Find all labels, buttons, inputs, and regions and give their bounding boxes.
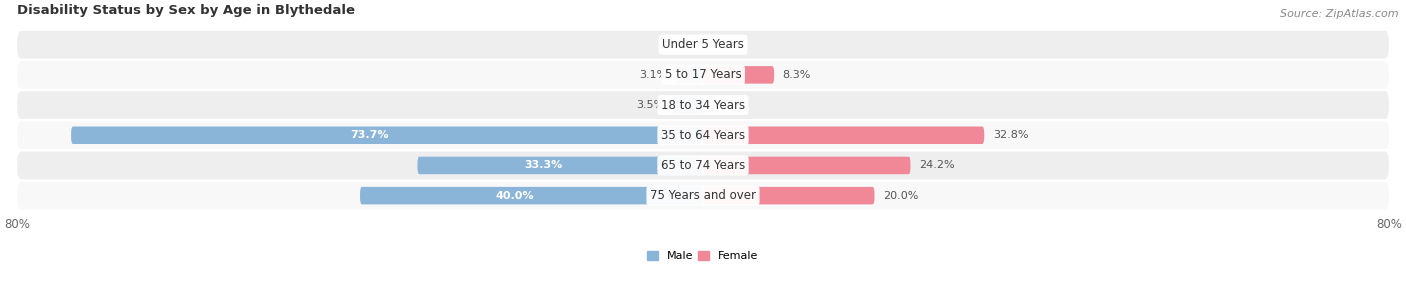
FancyBboxPatch shape: [703, 66, 775, 84]
Text: 32.8%: 32.8%: [993, 130, 1028, 140]
Text: 3.5%: 3.5%: [636, 100, 665, 110]
Text: 75 Years and over: 75 Years and over: [650, 189, 756, 202]
Text: 8.3%: 8.3%: [783, 70, 811, 80]
Text: Source: ZipAtlas.com: Source: ZipAtlas.com: [1281, 9, 1399, 19]
FancyBboxPatch shape: [360, 187, 703, 204]
FancyBboxPatch shape: [17, 152, 1389, 179]
FancyBboxPatch shape: [17, 61, 1389, 89]
Text: 0.0%: 0.0%: [711, 100, 740, 110]
Text: 3.1%: 3.1%: [640, 70, 668, 80]
Text: 0.0%: 0.0%: [666, 40, 695, 50]
FancyBboxPatch shape: [17, 121, 1389, 149]
Text: 24.2%: 24.2%: [920, 161, 955, 171]
FancyBboxPatch shape: [676, 66, 703, 84]
Text: 0.0%: 0.0%: [711, 40, 740, 50]
FancyBboxPatch shape: [72, 126, 703, 144]
Text: 33.3%: 33.3%: [524, 161, 562, 171]
FancyBboxPatch shape: [703, 187, 875, 204]
FancyBboxPatch shape: [17, 182, 1389, 209]
Text: 40.0%: 40.0%: [495, 191, 534, 201]
Legend: Male, Female: Male, Female: [643, 246, 763, 266]
Text: 35 to 64 Years: 35 to 64 Years: [661, 129, 745, 142]
FancyBboxPatch shape: [17, 31, 1389, 59]
Text: Under 5 Years: Under 5 Years: [662, 38, 744, 51]
Text: 18 to 34 Years: 18 to 34 Years: [661, 98, 745, 112]
FancyBboxPatch shape: [703, 126, 984, 144]
FancyBboxPatch shape: [418, 157, 703, 174]
Text: 73.7%: 73.7%: [350, 130, 389, 140]
FancyBboxPatch shape: [673, 96, 703, 114]
FancyBboxPatch shape: [703, 157, 911, 174]
Text: 65 to 74 Years: 65 to 74 Years: [661, 159, 745, 172]
FancyBboxPatch shape: [17, 91, 1389, 119]
Text: 20.0%: 20.0%: [883, 191, 918, 201]
Text: Disability Status by Sex by Age in Blythedale: Disability Status by Sex by Age in Blyth…: [17, 4, 356, 17]
Text: 5 to 17 Years: 5 to 17 Years: [665, 68, 741, 81]
